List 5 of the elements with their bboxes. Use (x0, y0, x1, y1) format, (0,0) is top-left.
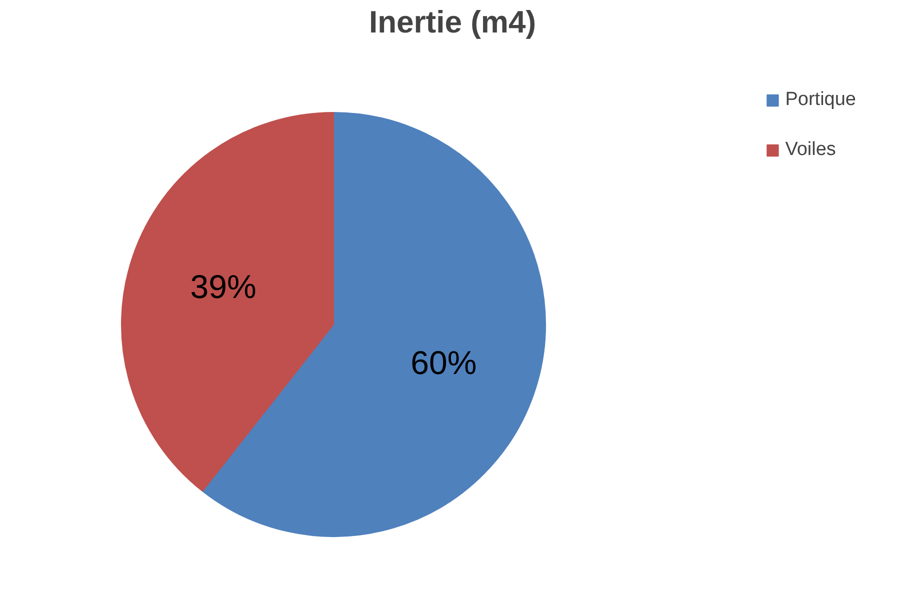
legend-label: Voiles (785, 139, 836, 161)
legend-label: Portique (785, 89, 856, 111)
data-label: 60% (410, 344, 477, 382)
chart-title: Inertie (m4) (368, 4, 536, 40)
data-label: 39% (190, 268, 256, 305)
